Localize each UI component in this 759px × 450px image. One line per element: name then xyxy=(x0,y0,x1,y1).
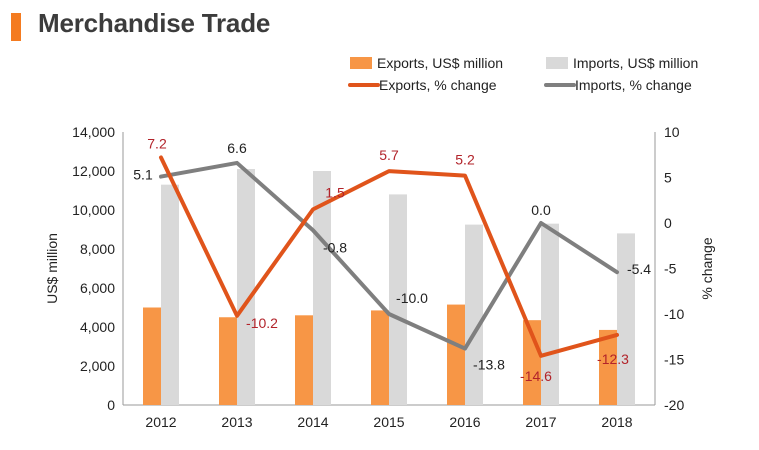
x-tick-label: 2015 xyxy=(373,414,404,430)
exports-bar xyxy=(295,315,313,405)
y-tick-label-left: 14,000 xyxy=(72,124,115,140)
legend-swatch-exports-bar xyxy=(350,57,372,69)
y-axis-title-left: US$ million xyxy=(44,233,60,304)
exports-change-data-label: -12.3 xyxy=(597,351,629,367)
y-tick-label-left: 12,000 xyxy=(72,163,115,179)
imports-bar xyxy=(161,184,179,405)
legend-label-exports-bar: Exports, US$ million xyxy=(377,55,503,71)
y-tick-label-left: 8,000 xyxy=(80,241,115,257)
y-tick-label-right: 10 xyxy=(664,124,680,140)
y-tick-label-left: 2,000 xyxy=(80,358,115,374)
y-tick-label-right: -15 xyxy=(664,352,684,368)
y-tick-label-left: 6,000 xyxy=(80,280,115,296)
y-tick-label-right: 0 xyxy=(664,215,672,231)
imports-bar xyxy=(541,223,559,405)
x-tick-label: 2014 xyxy=(297,414,328,430)
exports-bar xyxy=(219,317,237,405)
imports-change-data-label: -10.0 xyxy=(396,290,428,306)
exports-bar xyxy=(447,304,465,405)
y-axis-title-right: % change xyxy=(699,237,715,299)
x-tick-label: 2012 xyxy=(145,414,176,430)
x-tick-label: 2016 xyxy=(449,414,480,430)
page-title: Merchandise Trade xyxy=(38,8,271,38)
imports-bar xyxy=(389,194,407,405)
exports-change-data-label: 7.2 xyxy=(147,135,167,151)
y-tick-label-right: 5 xyxy=(664,170,672,186)
imports-change-data-label: -0.8 xyxy=(323,239,347,255)
exports-bar xyxy=(143,307,161,405)
title-accent-bar xyxy=(11,13,21,41)
y-tick-label-left: 0 xyxy=(107,397,115,413)
x-tick-label: 2013 xyxy=(221,414,252,430)
legend-label-exports-line: Exports, % change xyxy=(379,77,497,93)
imports-bar xyxy=(617,233,635,405)
imports-change-line xyxy=(159,160,619,351)
legend-label-imports-line: Imports, % change xyxy=(575,77,692,93)
exports-change-data-label: -14.6 xyxy=(520,368,552,384)
imports-change-data-label: -13.8 xyxy=(473,357,505,373)
y-tick-label-left: 10,000 xyxy=(72,202,115,218)
x-tick-label: 2017 xyxy=(525,414,556,430)
imports-bar xyxy=(237,169,255,405)
imports-bar xyxy=(313,171,331,405)
exports-bar xyxy=(371,310,389,405)
imports-bar xyxy=(465,224,483,405)
exports-change-data-label: 5.2 xyxy=(455,152,475,168)
y-tick-label-left: 4,000 xyxy=(80,319,115,335)
y-tick-label-right: -10 xyxy=(664,306,684,322)
imports-change-data-label: 6.6 xyxy=(227,140,247,156)
exports-change-data-label: -10.2 xyxy=(246,315,278,331)
imports-change-data-label: -5.4 xyxy=(627,261,651,277)
imports-change-data-label: 0.0 xyxy=(531,202,551,218)
x-tick-label: 2018 xyxy=(601,414,632,430)
exports-change-line xyxy=(159,155,619,358)
legend-swatch-imports-bar xyxy=(546,57,568,69)
legend-label-imports-bar: Imports, US$ million xyxy=(573,55,698,71)
y-tick-label-right: -5 xyxy=(664,261,677,277)
exports-bar xyxy=(599,329,617,405)
imports-change-data-label: 5.1 xyxy=(133,167,153,183)
exports-change-data-label: 1.5 xyxy=(325,184,345,200)
exports-change-data-label: 5.7 xyxy=(379,147,399,163)
y-tick-label-right: -20 xyxy=(664,397,684,413)
